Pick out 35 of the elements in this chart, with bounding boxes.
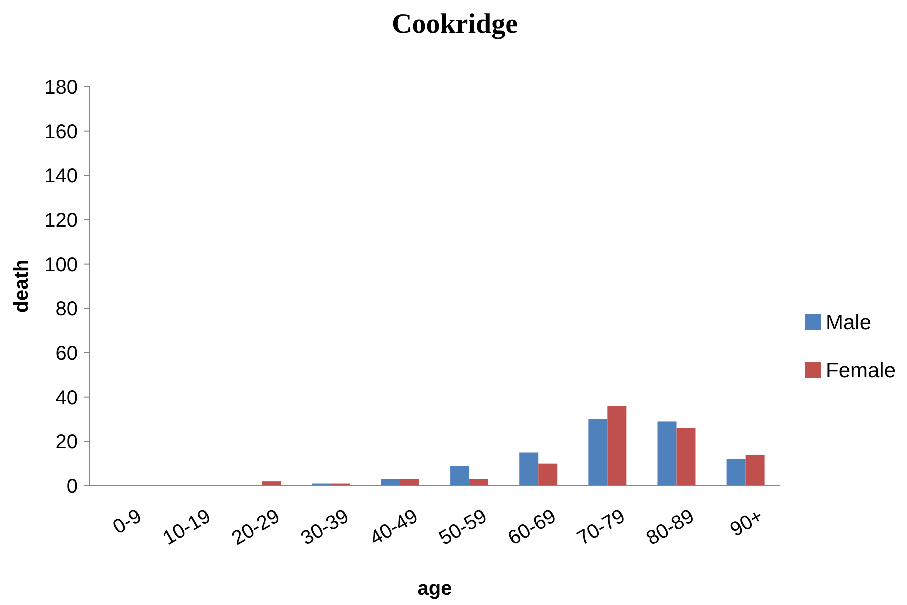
- y-tick-label: 100: [44, 254, 78, 276]
- bar: [726, 459, 746, 486]
- bar: [588, 420, 608, 486]
- bar: [470, 479, 489, 486]
- x-tick-label: 30-39: [298, 505, 353, 550]
- x-tick-label: 90+: [726, 505, 768, 542]
- y-axis-title: death: [11, 260, 33, 314]
- x-tick-label: 60-69: [504, 505, 560, 550]
- y-tick-label: 40: [56, 387, 78, 410]
- x-tick-label: 40-49: [366, 505, 422, 550]
- legend-label: Female: [826, 359, 896, 382]
- bar: [520, 452, 539, 486]
- x-tick-label: 80-89: [642, 505, 698, 550]
- bar: [381, 479, 400, 486]
- x-axis-title: age: [418, 578, 452, 600]
- chart-title: Cookridge: [392, 9, 518, 40]
- x-tick-label: 0-9: [110, 505, 146, 539]
- y-tick-label: 180: [44, 77, 78, 99]
- bar: [608, 406, 627, 486]
- y-tick-label: 160: [44, 121, 78, 144]
- legend-label: Male: [826, 311, 872, 334]
- bar: [538, 464, 558, 486]
- bar: [450, 466, 470, 486]
- bar: [400, 479, 420, 486]
- y-tick-label: 60: [56, 343, 78, 365]
- y-tick-label: 20: [56, 432, 78, 454]
- bar: [658, 422, 677, 486]
- x-tick-label: 70-79: [574, 505, 630, 550]
- y-tick-label: 0: [66, 476, 78, 498]
- y-tick-label: 80: [56, 298, 78, 321]
- bar: [676, 428, 696, 486]
- bar: [262, 482, 282, 486]
- bar: [746, 454, 765, 486]
- y-tick-label: 120: [44, 210, 78, 232]
- y-tick-label: 140: [44, 166, 78, 188]
